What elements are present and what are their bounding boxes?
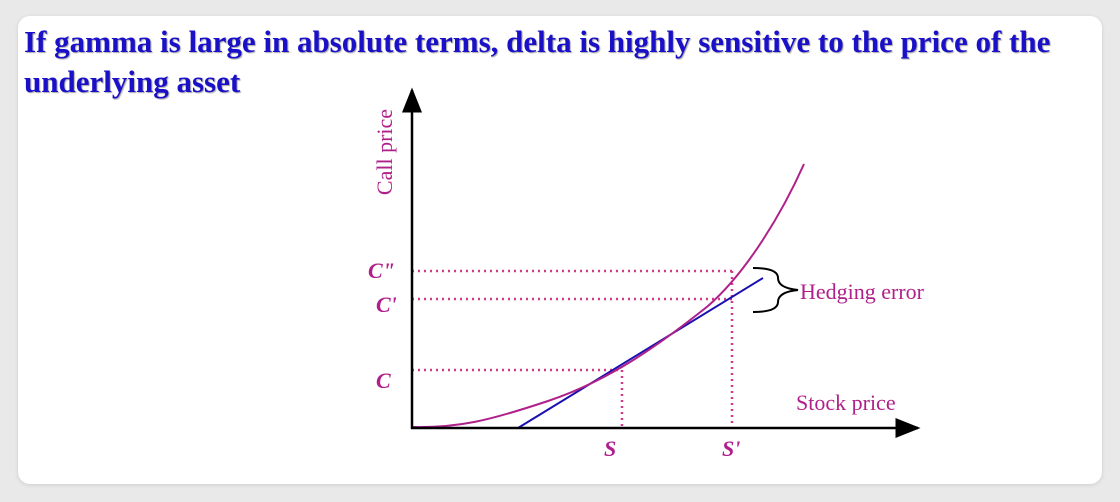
x-tick-s-prime: S' (722, 436, 740, 461)
call-price-curve (411, 163, 805, 429)
x-tick-s: S (604, 436, 616, 461)
y-tick-c-double-prime: C" (368, 258, 395, 283)
x-axis-label: Stock price (796, 390, 896, 415)
y-tick-c-prime: C' (376, 292, 397, 317)
hedging-error-brace (752, 267, 799, 313)
gamma-diagram: Call price Stock price C" C' C S S' Hedg… (368, 87, 925, 461)
slide-card: If gamma is large in absolute terms, del… (18, 16, 1102, 484)
guide-lines (412, 269, 734, 428)
tangent-line (517, 277, 764, 429)
slide-title: If gamma is large in absolute terms, del… (24, 24, 1051, 99)
hedging-error-label: Hedging error (800, 279, 925, 304)
y-axis-label: Call price (372, 109, 397, 195)
y-tick-c: C (376, 368, 391, 393)
